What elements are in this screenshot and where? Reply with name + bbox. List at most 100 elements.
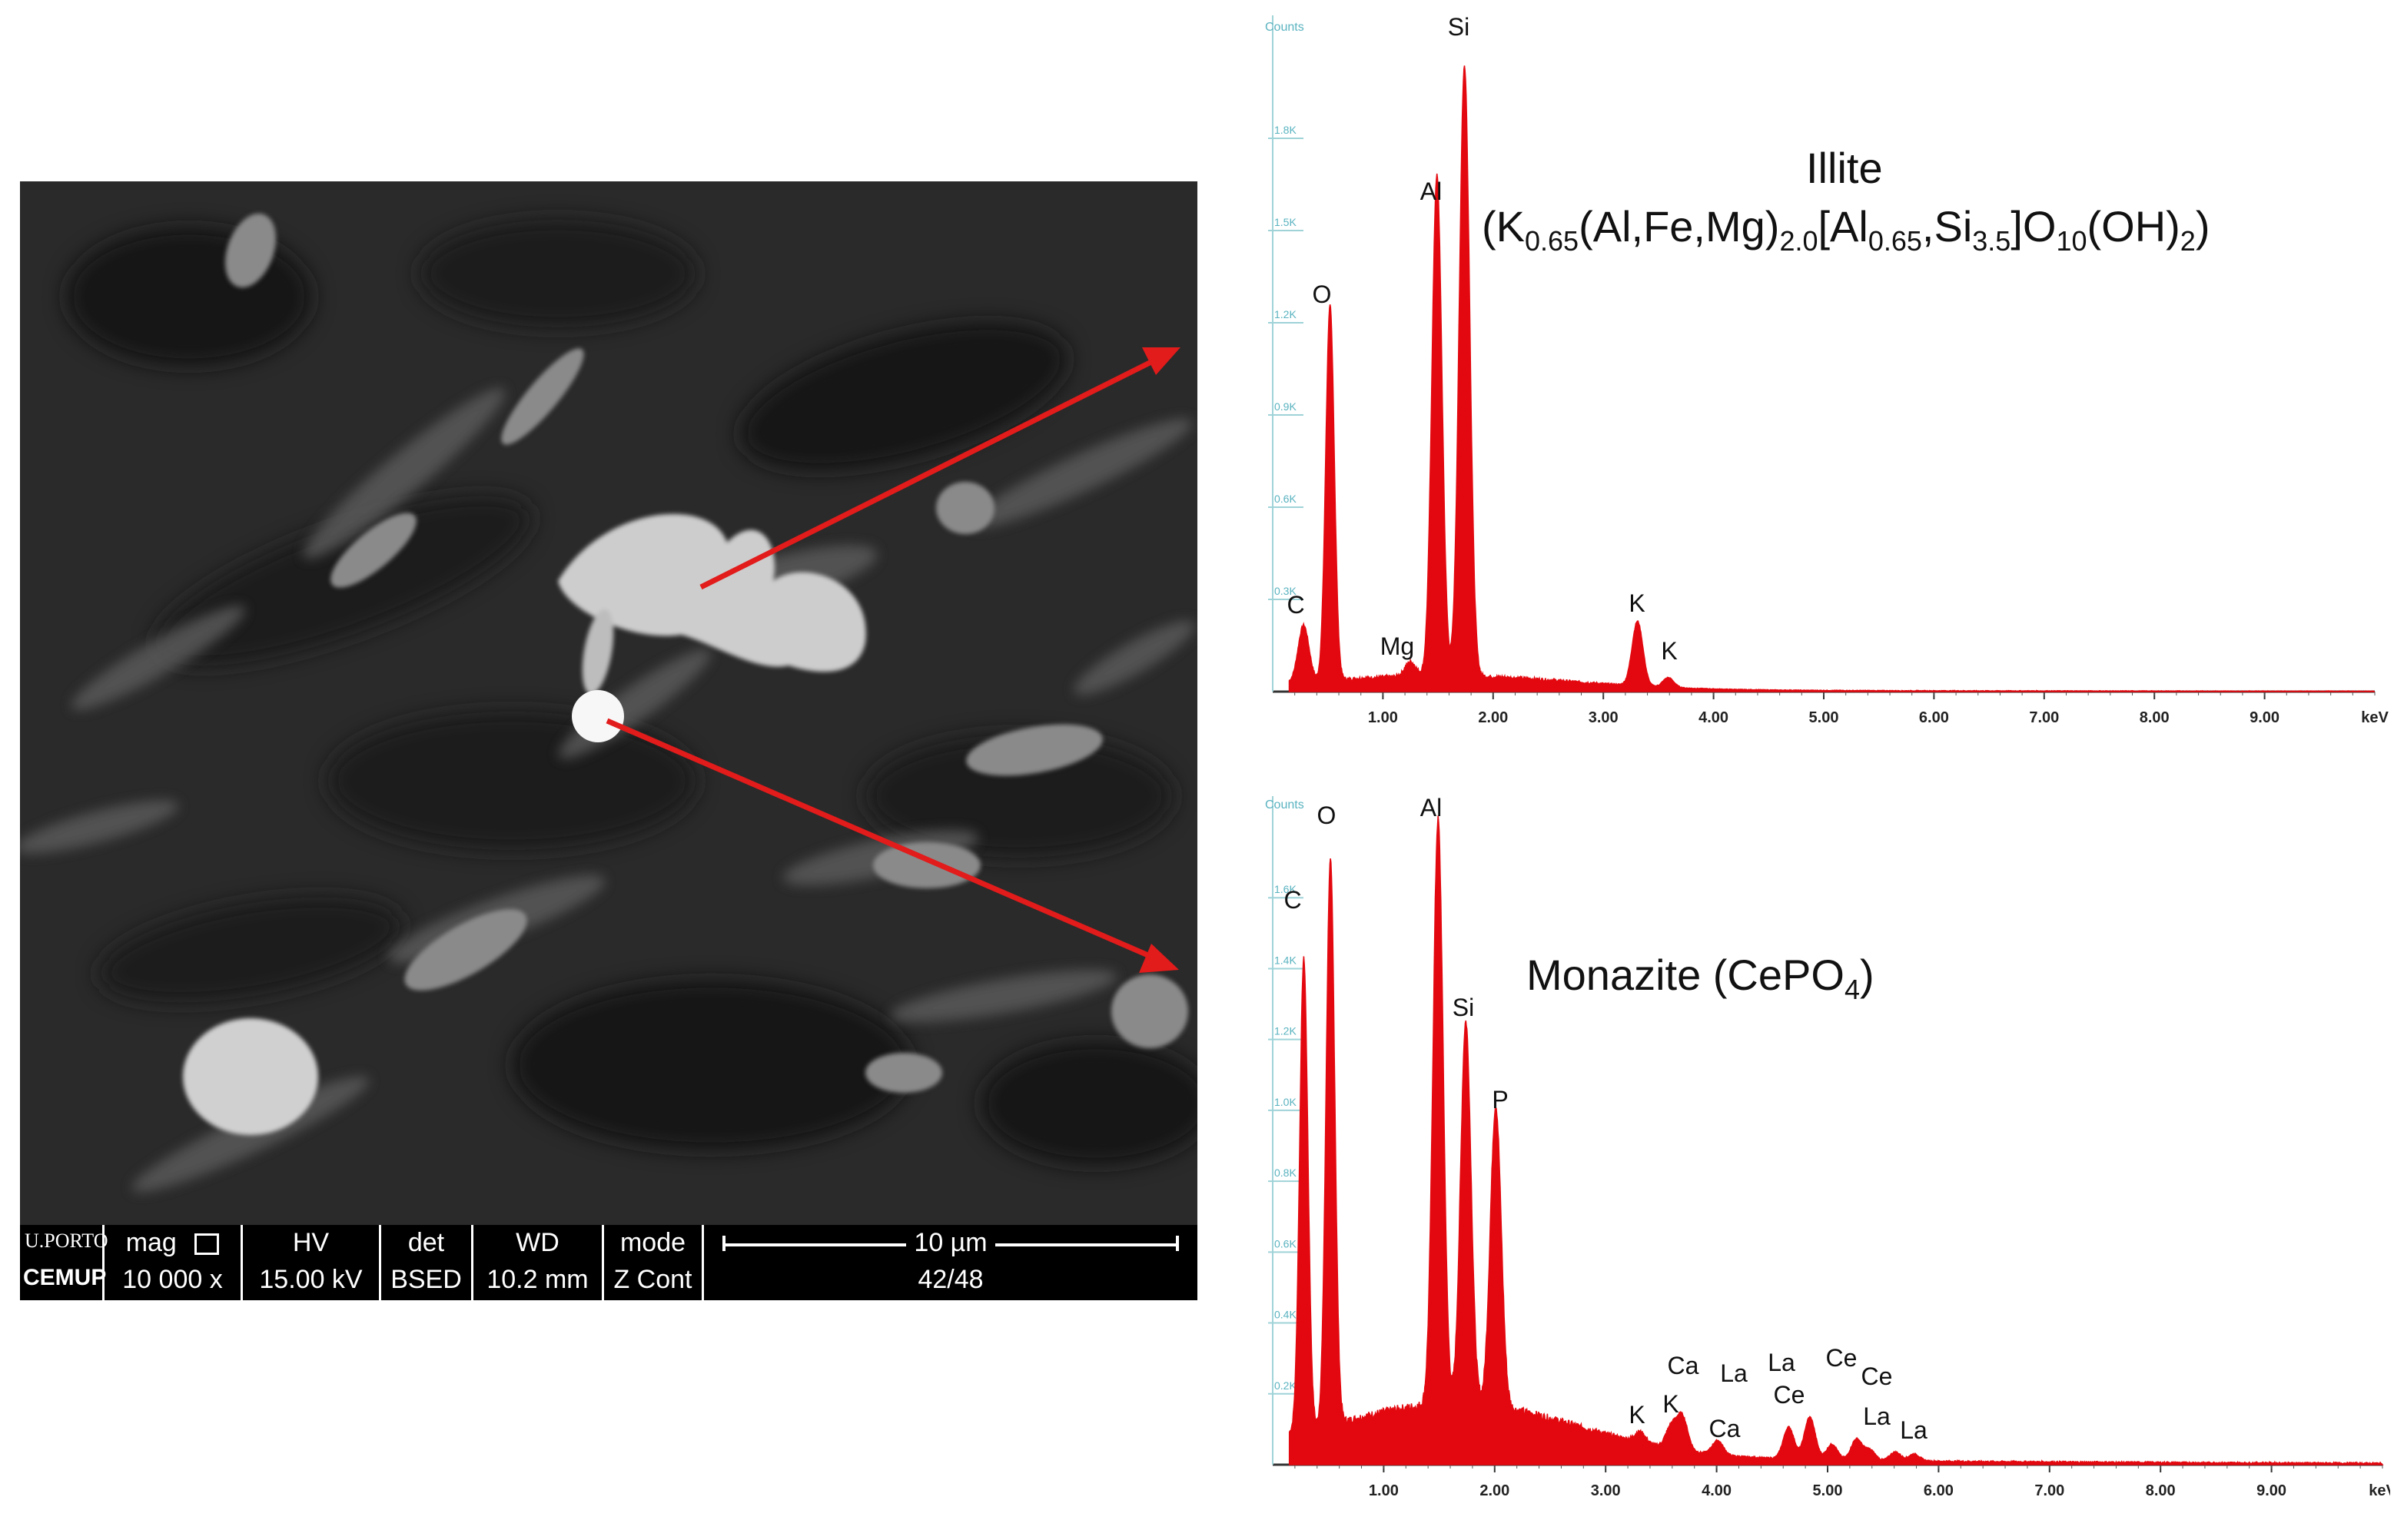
x-tick-label: 1.00 [1369,1482,1399,1499]
x-tick-label: 6.00 [1924,1482,1954,1499]
illite-formula-part: (Al,Fe,Mg) [1579,202,1780,251]
illite-formula-part: ) [2195,202,2210,251]
peak-label-al: Al [1420,178,1442,205]
peak-label-k: K [1662,1390,1678,1418]
y-tick-label: 1.2K [1274,1025,1297,1037]
peak-label-o: O [1317,802,1336,829]
monazite-title-part: ) [1859,951,1874,999]
peak-label-la: La [1768,1349,1795,1376]
peak-label-ce: Ce [1774,1381,1805,1409]
peak-label-k: K [1629,1401,1645,1429]
y-axis-label: Counts [1265,21,1304,34]
det-label: det [407,1228,445,1257]
y-tick-label: 1.8K [1274,124,1297,136]
y-tick-label: 1.4K [1274,954,1297,966]
scale-bar-left-tick [722,1236,726,1251]
y-tick-label: 0.6K [1274,1237,1297,1250]
scale-cell: 10 µm 42/48 [704,1225,1197,1300]
peak-label-ca: Ca [1709,1415,1741,1442]
illite-formula-part: 2 [2180,225,2196,257]
x-tick-label: 2.00 [1478,709,1508,726]
illite-formula-part: 0.65 [1868,225,1922,257]
monazite-title-part: Monazite (CePO [1526,951,1845,999]
peak-label-la: La [1720,1359,1748,1387]
x-tick-label: keV [2369,1482,2390,1499]
peak-label-al: Al [1420,794,1442,821]
det-cell: det BSED [381,1225,473,1300]
x-tick-label: keV [2361,709,2389,726]
hv-label: HV [292,1228,330,1257]
logo-bottom-text: CEMUP [23,1265,107,1290]
logo-top-text: U.PORTO [25,1230,108,1252]
mag-box-icon [194,1233,220,1256]
y-axis-label: Counts [1265,798,1304,811]
spectrum-plot: Counts 0.3K 0.6K 0.9K 1.2K 1.5K 1.8K 1.00 2.00 3.… [1265,13,2389,726]
monazite-title: Monazite (CePO4) [1526,950,1874,1006]
sem-databar: U.PORTO CEMUP mag 10 000 x HV 15.00 kV d… [20,1225,1197,1300]
x-tick-label: 9.00 [2256,1482,2286,1499]
illite-formula-part: 2.0 [1779,225,1818,257]
x-tick-label: 7.00 [2029,709,2059,726]
y-tick-label: 0.4K [1274,1309,1297,1321]
illite-formula-part: (K [1482,202,1525,251]
illite-formula-part: [Al [1818,202,1868,251]
peak-label-mg: Mg [1380,632,1414,660]
mag-label: mag [125,1228,177,1257]
peak-label-ce: Ce [1826,1344,1858,1372]
wd-label: WD [516,1228,559,1257]
wd-value: 10.2 mm [486,1265,589,1294]
x-tick-label: 5.00 [1813,1482,1843,1499]
x-tick-label: 3.00 [1589,709,1619,726]
x-tick-label: 9.00 [2250,709,2279,726]
peak-label-la: La [1863,1402,1891,1430]
illite-formula: (K0.65(Al,Fe,Mg)2.0[Al0.65,Si3.5]O10(OH)… [1482,201,2210,257]
spectrum-curve [1288,65,2376,693]
illite-formula-part: 10 [2056,225,2087,257]
illite-formula-part: ,Si [1921,202,1973,251]
x-tick-label: 4.00 [1702,1482,1732,1499]
x-tick-label: 2.00 [1479,1482,1509,1499]
y-tick-label: 1.6K [1274,883,1297,895]
frame-counter: 42/48 [918,1265,984,1294]
illite-formula-part: ]O [2011,202,2057,251]
peak-label-si: Si [1453,994,1474,1021]
peak-label-c: C [1283,886,1301,914]
y-tick-label: 0.6K [1274,493,1297,505]
mode-value: Z Cont [613,1265,692,1294]
x-tick-label: 4.00 [1698,709,1728,726]
institution-logo: U.PORTO CEMUP [20,1225,108,1300]
illite-formula-part: 3.5 [1972,225,2011,257]
illite-spectrum: Counts 0.3K 0.6K 0.9K 1.2K 1.5K 1.8K 1.00 2.00 3.… [1260,0,2390,738]
y-tick-label: 1.5K [1274,216,1297,228]
monazite-title-part: 4 [1844,974,1860,1006]
det-value: BSED [390,1265,462,1294]
x-tick-label: 1.00 [1368,709,1398,726]
peak-label-si: Si [1448,13,1469,41]
sem-micrograph-image [20,181,1197,1225]
y-tick-label: 0.3K [1274,585,1297,597]
y-tick-label: 0.8K [1274,1167,1297,1179]
y-tick-label: 1.0K [1274,1096,1297,1108]
monazite-spectrum: Counts 0.2K 0.4K 0.6K 0.8K 1.0K 1.2K 1.4K 1.6K 1.… [1260,781,2396,1526]
x-tick-label: 7.00 [2034,1482,2064,1499]
y-tick-label: 1.2K [1274,308,1297,320]
mag-cell: mag 10 000 x [105,1225,243,1300]
mode-cell: mode Z Cont [604,1225,704,1300]
peak-label-k: K [1629,589,1645,617]
x-tick-label: 6.00 [1919,709,1949,726]
peak-label-p: P [1492,1086,1508,1114]
peak-label-k: K [1661,637,1677,665]
peak-label-ca: Ca [1668,1352,1699,1379]
hv-cell: HV 15.00 kV [243,1225,381,1300]
x-tick-label: 5.00 [1809,709,1839,726]
y-tick-label: 0.9K [1274,400,1297,413]
scale-bar-right-tick [1176,1236,1179,1251]
illite-title: Illite [1806,144,1883,192]
illite-formula-part: 0.65 [1525,225,1579,257]
spectrum-curve [1288,815,2384,1465]
peak-label-c: C [1287,591,1304,619]
y-tick-label: 0.2K [1274,1379,1297,1392]
peak-label-la: La [1900,1416,1928,1444]
x-tick-label: 8.00 [2140,709,2170,726]
hv-value: 15.00 kV [259,1265,363,1294]
